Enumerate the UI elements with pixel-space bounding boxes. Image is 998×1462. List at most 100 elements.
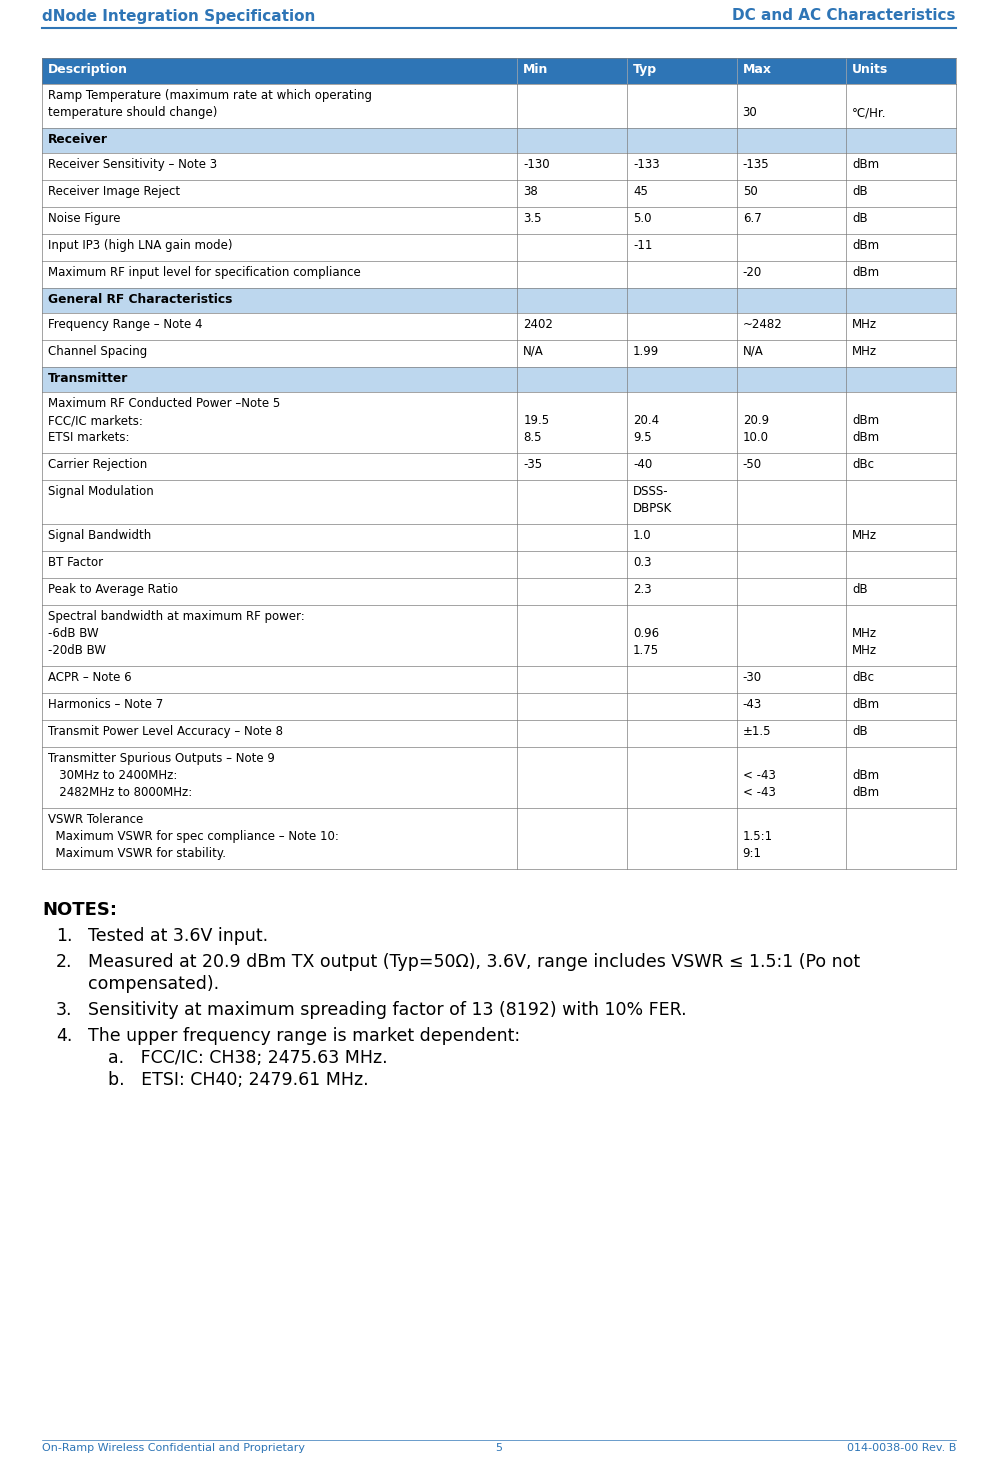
Text: 19.5: 19.5 bbox=[523, 414, 550, 427]
Text: dB: dB bbox=[852, 186, 868, 197]
Text: ETSI markets:: ETSI markets: bbox=[48, 431, 130, 444]
Text: 5.0: 5.0 bbox=[633, 212, 652, 225]
Text: Sensitivity at maximum spreading factor of 13 (8192) with 10% FER.: Sensitivity at maximum spreading factor … bbox=[88, 1001, 687, 1019]
Text: 45: 45 bbox=[633, 186, 648, 197]
Text: Frequency Range – Note 4: Frequency Range – Note 4 bbox=[48, 319, 203, 330]
Text: MHz: MHz bbox=[852, 345, 877, 358]
Text: 2402: 2402 bbox=[523, 319, 553, 330]
Bar bbox=[42, 480, 956, 523]
Text: ~2482: ~2482 bbox=[743, 319, 782, 330]
Text: 30: 30 bbox=[743, 107, 757, 118]
Bar bbox=[42, 667, 956, 693]
Bar bbox=[42, 747, 956, 808]
Text: VSWR Tolerance: VSWR Tolerance bbox=[48, 813, 144, 826]
Text: dBm: dBm bbox=[852, 414, 879, 427]
Text: Ramp Temperature (maximum rate at which operating: Ramp Temperature (maximum rate at which … bbox=[48, 89, 372, 102]
Text: DBPSK: DBPSK bbox=[633, 501, 673, 515]
Text: dBm: dBm bbox=[852, 158, 879, 171]
Text: 1.0: 1.0 bbox=[633, 529, 652, 542]
Text: 3.: 3. bbox=[56, 1001, 73, 1019]
Bar bbox=[42, 808, 956, 868]
Text: MHz: MHz bbox=[852, 627, 877, 640]
Text: 2.3: 2.3 bbox=[633, 583, 652, 596]
Bar bbox=[42, 234, 956, 262]
Text: 4.: 4. bbox=[56, 1026, 73, 1045]
Text: 0.3: 0.3 bbox=[633, 556, 652, 569]
Text: 5: 5 bbox=[495, 1443, 503, 1453]
Text: < -43: < -43 bbox=[743, 787, 775, 800]
Text: -30: -30 bbox=[743, 671, 761, 684]
Text: Receiver Sensitivity – Note 3: Receiver Sensitivity – Note 3 bbox=[48, 158, 218, 171]
Text: Max: Max bbox=[743, 63, 771, 76]
Text: Spectral bandwidth at maximum RF power:: Spectral bandwidth at maximum RF power: bbox=[48, 610, 304, 623]
Text: Units: Units bbox=[852, 63, 888, 76]
Bar bbox=[42, 341, 956, 367]
Text: 1.: 1. bbox=[56, 927, 73, 944]
Bar bbox=[42, 367, 956, 392]
Text: On-Ramp Wireless Confidential and Proprietary: On-Ramp Wireless Confidential and Propri… bbox=[42, 1443, 305, 1453]
Text: a.   FCC/IC: CH38; 2475.63 MHz.: a. FCC/IC: CH38; 2475.63 MHz. bbox=[108, 1050, 387, 1067]
Text: 38: 38 bbox=[523, 186, 538, 197]
Text: 1.5:1: 1.5:1 bbox=[743, 830, 772, 844]
Text: -43: -43 bbox=[743, 697, 761, 711]
Text: FCC/IC markets:: FCC/IC markets: bbox=[48, 414, 143, 427]
Bar bbox=[42, 719, 956, 747]
Text: Typ: Typ bbox=[633, 63, 657, 76]
Text: 30MHz to 2400MHz:: 30MHz to 2400MHz: bbox=[48, 769, 178, 782]
Text: dBm: dBm bbox=[852, 266, 879, 279]
Bar bbox=[42, 262, 956, 288]
Text: -40: -40 bbox=[633, 458, 653, 471]
Text: Transmitter: Transmitter bbox=[48, 371, 129, 385]
Text: -6dB BW: -6dB BW bbox=[48, 627, 99, 640]
Text: 6.7: 6.7 bbox=[743, 212, 761, 225]
Bar bbox=[42, 129, 956, 154]
Text: Channel Spacing: Channel Spacing bbox=[48, 345, 148, 358]
Bar bbox=[42, 523, 956, 551]
Text: 9.5: 9.5 bbox=[633, 431, 652, 444]
Text: Measured at 20.9 dBm TX output (Typ=50Ω), 3.6V, range includes VSWR ≤ 1.5:1 (Po : Measured at 20.9 dBm TX output (Typ=50Ω)… bbox=[88, 953, 860, 971]
Text: Receiver: Receiver bbox=[48, 133, 108, 146]
Text: Peak to Average Ratio: Peak to Average Ratio bbox=[48, 583, 178, 596]
Text: The upper frequency range is market dependent:: The upper frequency range is market depe… bbox=[88, 1026, 520, 1045]
Text: dB: dB bbox=[852, 212, 868, 225]
Text: Tested at 3.6V input.: Tested at 3.6V input. bbox=[88, 927, 268, 944]
Bar bbox=[42, 180, 956, 208]
Text: °C/Hr.: °C/Hr. bbox=[852, 107, 887, 118]
Text: -20: -20 bbox=[743, 266, 761, 279]
Text: Maximum RF input level for specification compliance: Maximum RF input level for specification… bbox=[48, 266, 360, 279]
Text: 1.75: 1.75 bbox=[633, 643, 659, 656]
Text: dBm: dBm bbox=[852, 697, 879, 711]
Text: Maximum VSWR for spec compliance – Note 10:: Maximum VSWR for spec compliance – Note … bbox=[48, 830, 339, 844]
Text: Maximum VSWR for stability.: Maximum VSWR for stability. bbox=[48, 846, 226, 860]
Text: Transmitter Spurious Outputs – Note 9: Transmitter Spurious Outputs – Note 9 bbox=[48, 751, 274, 765]
Bar bbox=[42, 83, 956, 129]
Text: dBc: dBc bbox=[852, 458, 874, 471]
Text: Noise Figure: Noise Figure bbox=[48, 212, 121, 225]
Bar bbox=[42, 605, 956, 667]
Text: Harmonics – Note 7: Harmonics – Note 7 bbox=[48, 697, 164, 711]
Text: dB: dB bbox=[852, 725, 868, 738]
Text: ACPR – Note 6: ACPR – Note 6 bbox=[48, 671, 132, 684]
Text: -133: -133 bbox=[633, 158, 660, 171]
Text: compensated).: compensated). bbox=[88, 975, 220, 993]
Text: dBm: dBm bbox=[852, 238, 879, 251]
Bar bbox=[42, 288, 956, 313]
Text: 20.4: 20.4 bbox=[633, 414, 659, 427]
Text: 20.9: 20.9 bbox=[743, 414, 768, 427]
Text: < -43: < -43 bbox=[743, 769, 775, 782]
Text: N/A: N/A bbox=[523, 345, 544, 358]
Text: Carrier Rejection: Carrier Rejection bbox=[48, 458, 148, 471]
Text: 014-0038-00 Rev. B: 014-0038-00 Rev. B bbox=[846, 1443, 956, 1453]
Text: b.   ETSI: CH40; 2479.61 MHz.: b. ETSI: CH40; 2479.61 MHz. bbox=[108, 1072, 368, 1089]
Bar bbox=[42, 313, 956, 341]
Bar bbox=[42, 453, 956, 480]
Text: Input IP3 (high LNA gain mode): Input IP3 (high LNA gain mode) bbox=[48, 238, 233, 251]
Text: 9:1: 9:1 bbox=[743, 846, 761, 860]
Text: Min: Min bbox=[523, 63, 549, 76]
Text: 0.96: 0.96 bbox=[633, 627, 659, 640]
Text: 2482MHz to 8000MHz:: 2482MHz to 8000MHz: bbox=[48, 787, 193, 800]
Text: -11: -11 bbox=[633, 238, 653, 251]
Text: MHz: MHz bbox=[852, 529, 877, 542]
Text: 3.5: 3.5 bbox=[523, 212, 542, 225]
Bar bbox=[42, 208, 956, 234]
